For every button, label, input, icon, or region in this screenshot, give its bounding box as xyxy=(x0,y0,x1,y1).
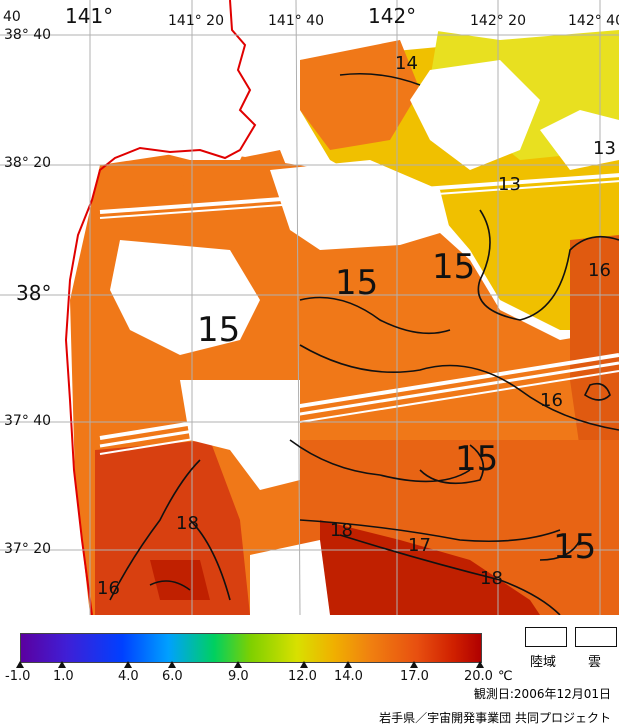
scale-tick xyxy=(300,661,308,668)
legend: -1.0 1.0 4.0 6.0 9.0 12.0 14.0 17.0 20.0… xyxy=(0,615,619,725)
land-area xyxy=(0,0,250,615)
color-scale-bar xyxy=(20,633,482,663)
map-canvas xyxy=(0,0,619,615)
cloud-ne xyxy=(410,60,540,170)
isotherm-lines xyxy=(109,72,619,615)
isotherm-label: 16 xyxy=(97,578,120,599)
isotherm-label: 17 xyxy=(408,535,431,556)
cloud-center xyxy=(270,160,450,250)
lon-label-141-40: 141° 40 xyxy=(268,13,324,29)
unit-label: ℃ xyxy=(498,669,513,684)
isotherm-label: 14 xyxy=(395,53,418,74)
isotherm-label: 16 xyxy=(588,260,611,281)
scale-tick xyxy=(344,661,352,668)
scale-label: 1.0 xyxy=(53,669,74,684)
graticule xyxy=(0,0,619,615)
cloud-swatch xyxy=(575,627,617,647)
lat-label-38-20: 38° 20 xyxy=(4,155,52,171)
isotherm-label-large: 15 xyxy=(455,439,499,479)
warm-core-south xyxy=(320,520,540,615)
warm-spot xyxy=(150,560,210,600)
cloud-sw xyxy=(180,380,300,490)
land-swatch xyxy=(525,627,567,647)
cloud-ne2 xyxy=(540,110,619,170)
scale-label: 4.0 xyxy=(118,669,139,684)
scale-tick xyxy=(16,661,24,668)
scale-tick xyxy=(168,661,176,668)
coastline xyxy=(64,0,257,615)
scale-label: 14.0 xyxy=(334,669,363,684)
scale-tick xyxy=(124,661,132,668)
lon-label-142-20: 142° 20 xyxy=(470,13,526,29)
isotherm-label: 13 xyxy=(593,138,616,159)
isotherm-label: 13 xyxy=(498,174,521,195)
corner-label: 40 xyxy=(3,9,21,25)
lat-label-38-40: 38° 40 xyxy=(4,27,52,43)
isotherm-label-large: 15 xyxy=(335,263,379,303)
isotherm-label-large: 15 xyxy=(197,310,241,350)
observation-date: 観測日:2006年12月01日 xyxy=(473,687,611,701)
scale-label: 9.0 xyxy=(228,669,249,684)
scale-label: 17.0 xyxy=(400,669,429,684)
sea-surface-temperature-map: 141° 141° 20 141° 40 142° 142° 20 142° 4… xyxy=(0,0,619,615)
scale-label: 12.0 xyxy=(288,669,317,684)
land-label: 陸域 xyxy=(530,655,557,670)
isotherm-label: 16 xyxy=(540,390,563,411)
scale-tick xyxy=(410,661,418,668)
isotherm-label-large: 15 xyxy=(432,247,476,287)
lat-label-37-20: 37° 20 xyxy=(4,541,52,557)
scale-tick xyxy=(476,661,484,668)
lon-label-141-20: 141° 20 xyxy=(168,13,224,29)
cloud-label: 雲 xyxy=(588,655,602,670)
scale-label: -1.0 xyxy=(5,669,31,684)
scale-label: 6.0 xyxy=(162,669,183,684)
isotherm-label: 18 xyxy=(480,568,503,589)
credit-text: 岩手県／宇宙開発事業団 共同プロジェクト xyxy=(379,711,611,725)
isotherm-label: 18 xyxy=(330,520,353,541)
lon-label-142: 142° xyxy=(368,4,417,28)
cloud-top xyxy=(400,0,619,40)
scale-label: 20.0 xyxy=(464,669,493,684)
lat-label-38: 38° xyxy=(16,281,52,305)
scale-tick xyxy=(234,661,242,668)
lat-label-37-40: 37° 40 xyxy=(4,413,52,429)
warm-core-west xyxy=(95,440,250,615)
scale-tick xyxy=(58,661,66,668)
isotherm-label: 18 xyxy=(176,513,199,534)
lon-label-141: 141° xyxy=(65,4,114,28)
cloud-west xyxy=(110,240,260,355)
isotherm-label-large: 15 xyxy=(553,527,597,567)
cloud-south xyxy=(250,540,330,615)
orange-zone-north xyxy=(300,40,420,150)
lon-label-142-40: 142° 40 xyxy=(568,13,619,29)
deep-orange-east xyxy=(570,235,619,460)
